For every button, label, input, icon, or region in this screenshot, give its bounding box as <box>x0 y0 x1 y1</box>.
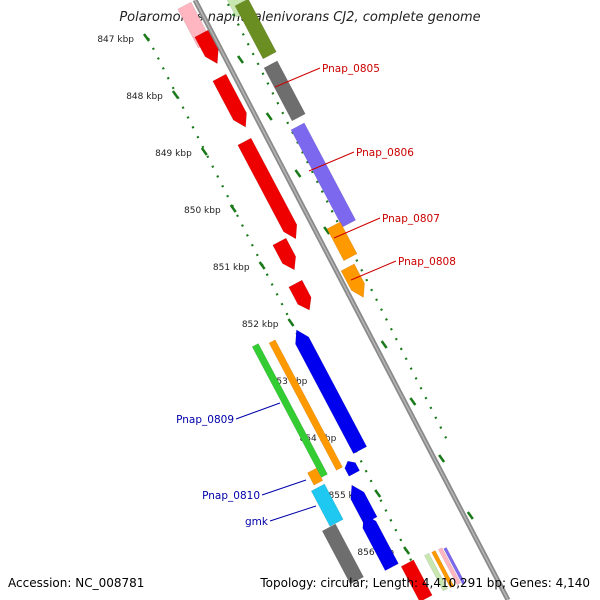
gene-red-segment <box>400 559 433 600</box>
gene-green-segment <box>251 343 328 478</box>
gene-orange-segment <box>431 550 455 589</box>
gene-red-arrow <box>288 279 312 311</box>
gene-purple-segment <box>290 122 357 228</box>
gene-lightgreen-segment <box>424 552 448 592</box>
gene-red-arrow <box>272 237 297 271</box>
gene-label-leader <box>333 217 381 239</box>
gene-label-reverse: Pnap_0809 <box>176 414 234 426</box>
ruler-label: 851 kbp <box>213 263 250 273</box>
gene-label-leader <box>350 260 397 281</box>
gene-orange-arrow <box>340 263 365 298</box>
ruler-label: 847 kbp <box>97 35 134 45</box>
ruler-major-tick <box>374 489 382 498</box>
outer-ruler-tick <box>438 454 446 463</box>
outer-ruler-tick <box>466 511 474 520</box>
gene-orange-segment <box>326 221 358 262</box>
gene-red-arrow <box>194 29 219 65</box>
outer-ruler-line <box>227 3 448 441</box>
gene-pink-segment <box>438 547 461 586</box>
ruler-label: 855 kbp <box>329 491 366 501</box>
gene-orange-thin-segment <box>268 339 343 471</box>
ruler-label: 852 kbp <box>242 320 279 330</box>
ruler-label: 850 kbp <box>184 206 221 216</box>
outer-ruler-tick <box>294 169 302 178</box>
genome-backbone-highlight <box>194 0 509 600</box>
gene-label-forward: Pnap_0806 <box>356 147 414 159</box>
outer-ruler-tick <box>265 112 273 121</box>
gene-label-leader <box>269 505 317 522</box>
backbone-layer <box>192 0 511 600</box>
label-layer: Pnap_0805 Pnap_0806 Pnap_0807 Pnap_0808 Pnap… <box>176 63 456 528</box>
ruler-major-tick <box>287 318 295 327</box>
outer-ruler-tick <box>380 340 388 349</box>
map-title: Polaromonas naphthalenivorans CJ2, compl… <box>119 10 481 25</box>
ruler-label: 848 kbp <box>126 92 163 102</box>
accession-text: Accession: NC_008781 <box>8 576 145 590</box>
gene-label-leader <box>235 402 281 420</box>
gene-cyan-segment <box>310 483 344 527</box>
gene-label-forward: Pnap_0808 <box>398 256 456 268</box>
ruler-major-tick <box>258 261 266 270</box>
gene-red-arrow <box>212 73 247 128</box>
outer-ruler-tick <box>409 397 417 406</box>
ruler-layer: 847 kbp 848 kbp 849 kbp 850 kbp 851 kbp 852 k… <box>97 3 474 599</box>
gene-label-leader <box>274 67 321 88</box>
gene-label-leader <box>261 479 307 496</box>
ruler-major-tick <box>142 33 151 42</box>
gene-blue-small-arrow <box>344 460 360 477</box>
outer-ruler-tick <box>236 55 245 64</box>
ruler-major-tick <box>171 90 179 99</box>
gene-label-forward: Pnap_0807 <box>382 213 440 225</box>
gene-label-reverse: gmk <box>245 516 269 528</box>
gene-blue-arrow <box>295 329 368 454</box>
gene-label-reverse: Pnap_0810 <box>202 490 260 502</box>
gene-layer <box>177 0 466 600</box>
gene-blue-arrow <box>362 513 399 571</box>
outer-ruler-tick <box>323 226 331 235</box>
gene-olive-segment <box>234 0 277 60</box>
gene-orange-small-segment <box>307 467 324 486</box>
ruler-label: 849 kbp <box>155 149 192 159</box>
gene-purple-segment <box>443 547 466 585</box>
genome-summary-text: Topology: circular; Length: 4,410,291 bp… <box>260 576 590 590</box>
ruler-label: 854 kbp <box>300 434 337 444</box>
ruler-major-tick <box>403 546 411 555</box>
gene-gray-segment <box>263 60 306 122</box>
inner-ruler-line <box>147 37 431 599</box>
gene-label-forward: Pnap_0805 <box>322 63 380 75</box>
ruler-major-tick <box>200 147 208 156</box>
gene-red-arrow <box>237 137 298 240</box>
gene-gray-segment <box>321 523 364 585</box>
ruler-label: 853 kbp <box>271 377 308 387</box>
gene-label-leader <box>308 151 355 172</box>
ruler-major-tick <box>229 204 237 213</box>
